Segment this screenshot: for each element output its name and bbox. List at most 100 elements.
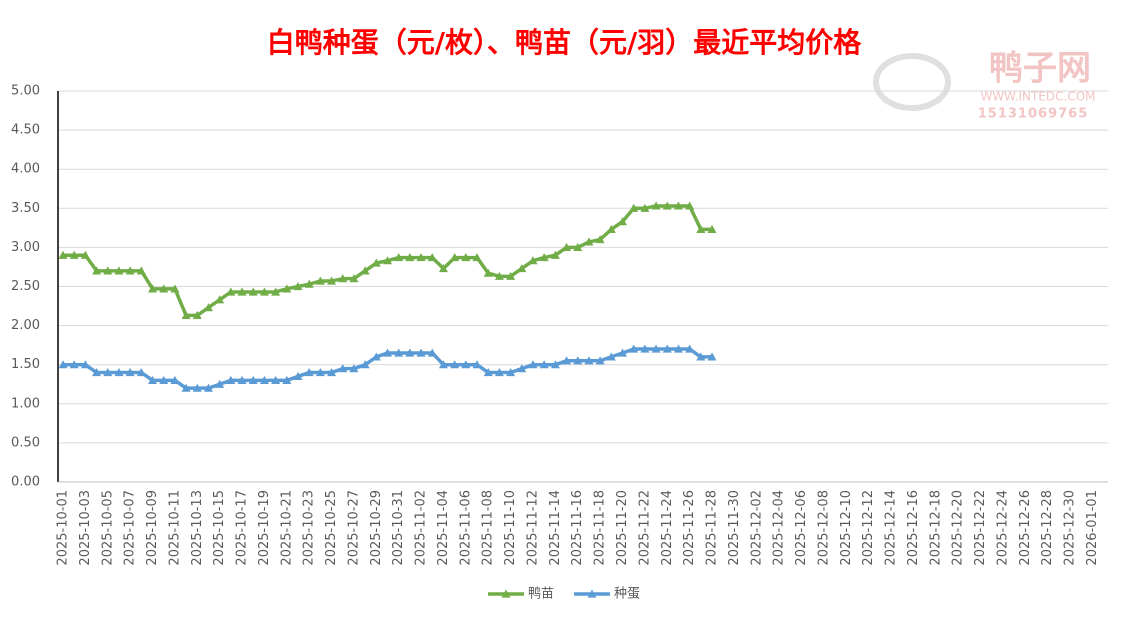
x-tick-label: 2025-11-16 (570, 490, 585, 566)
marker (203, 383, 213, 392)
y-tick-label: 0.00 (11, 475, 40, 490)
y-tick-label: 3.50 (11, 201, 40, 216)
marker (640, 203, 650, 212)
marker (293, 282, 303, 291)
y-tick-label: 4.50 (11, 123, 40, 138)
x-tick-label: 2025-11-28 (705, 490, 720, 566)
marker (259, 287, 269, 296)
marker (483, 368, 493, 377)
watermark-logo (873, 53, 951, 111)
marker (685, 344, 695, 353)
legend-marker (587, 589, 597, 598)
watermark-site: WWW.INTEDC.COM (980, 90, 1095, 104)
marker (618, 348, 627, 357)
x-tick-label: 2025-10-01 (56, 490, 71, 566)
marker (148, 375, 158, 384)
marker (327, 368, 337, 377)
marker (248, 375, 258, 384)
marker (595, 356, 605, 365)
marker (170, 284, 180, 293)
marker (226, 375, 236, 384)
marker (506, 271, 516, 280)
marker (136, 368, 146, 377)
marker (103, 266, 113, 275)
x-tick-label: 2025-10-21 (279, 490, 294, 566)
marker (327, 276, 337, 285)
marker (651, 201, 661, 210)
marker (618, 217, 627, 226)
marker (629, 203, 639, 212)
marker (226, 287, 236, 296)
y-tick-label: 2.00 (11, 318, 40, 333)
x-tick-label: 2025-12-22 (973, 490, 988, 566)
x-tick-label: 2025-11-22 (637, 490, 652, 566)
marker (192, 383, 202, 392)
y-tick-label: 0.50 (11, 435, 40, 450)
marker (606, 352, 616, 361)
marker (92, 368, 102, 377)
marker (192, 310, 202, 320)
marker (315, 276, 325, 285)
marker (584, 237, 594, 246)
x-tick-label: 2025-12-28 (1040, 490, 1055, 566)
x-tick-label: 2025-12-04 (772, 490, 787, 566)
marker (562, 242, 572, 251)
marker (58, 250, 68, 259)
marker (494, 271, 504, 280)
marker (136, 266, 146, 275)
marker (125, 368, 135, 377)
marker (338, 364, 348, 373)
marker (271, 375, 281, 384)
marker (394, 348, 404, 357)
x-tick-label: 2025-11-24 (660, 490, 675, 566)
marker (114, 368, 124, 377)
marker (606, 224, 616, 234)
marker (539, 360, 549, 369)
x-tick-label: 2025-10-17 (235, 490, 250, 566)
marker (651, 344, 661, 353)
marker (539, 253, 549, 262)
marker (696, 224, 706, 234)
marker (595, 235, 605, 244)
marker (203, 303, 213, 312)
marker (506, 368, 516, 377)
marker (438, 360, 448, 369)
marker (494, 368, 504, 377)
x-tick-label: 2025-10-19 (257, 490, 272, 566)
marker (562, 356, 572, 365)
marker (640, 344, 650, 353)
x-tick-label: 2025-10-07 (123, 490, 138, 566)
marker (438, 264, 448, 273)
marker (584, 356, 594, 365)
y-tick-label: 5.00 (11, 84, 40, 99)
x-tick-label: 2025-11-18 (593, 490, 608, 566)
marker (58, 360, 68, 369)
x-tick-label: 2025-11-30 (727, 490, 742, 566)
x-tick-label: 2025-12-12 (861, 490, 876, 566)
x-tick-label: 2025-11-12 (525, 490, 540, 566)
marker (685, 201, 695, 210)
x-tick-label: 2025-10-13 (190, 490, 205, 566)
marker (349, 274, 359, 283)
marker (450, 360, 460, 369)
x-tick-label: 2025-10-27 (346, 490, 361, 566)
marker (360, 360, 370, 369)
marker (181, 310, 191, 320)
marker (461, 253, 471, 262)
x-tick-label: 2025-12-30 (1063, 490, 1078, 566)
marker (629, 344, 639, 353)
marker (159, 284, 169, 293)
x-tick-label: 2025-10-31 (391, 490, 406, 566)
x-tick-label: 2025-11-14 (548, 490, 563, 566)
marker (237, 287, 247, 296)
marker (696, 352, 706, 361)
marker (360, 266, 370, 275)
x-tick-label: 2025-10-29 (369, 490, 384, 566)
y-tick-label: 2.50 (11, 279, 40, 294)
marker (528, 256, 538, 265)
marker (405, 253, 415, 262)
marker (148, 284, 158, 293)
marker (472, 253, 482, 262)
